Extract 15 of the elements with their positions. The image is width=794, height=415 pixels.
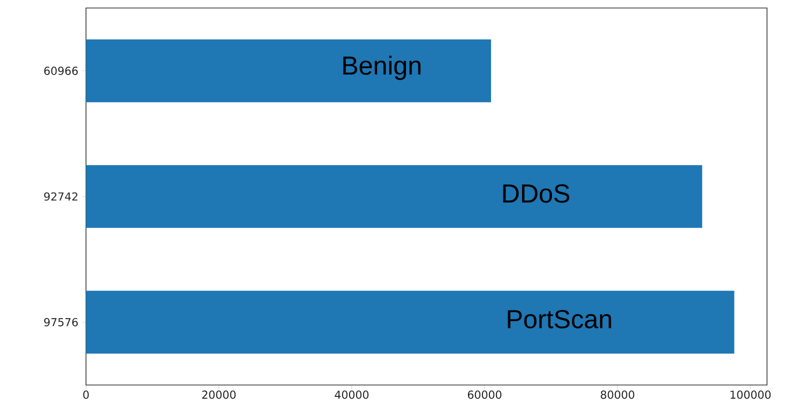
bar: [86, 290, 734, 354]
x-tick-label: 80000: [600, 390, 634, 399]
annotation: Benign: [343, 56, 420, 80]
x-tick-label: 60000: [468, 390, 502, 399]
bar: [86, 39, 492, 102]
annotation: PortScan: [508, 310, 612, 328]
x-tick-label: 0: [83, 390, 89, 399]
bar: [86, 165, 702, 228]
y-tick-label: 97576: [44, 318, 78, 326]
y-tick-label: 60966: [44, 66, 78, 75]
x-tick-label: 100000: [730, 390, 771, 399]
annotation: DDoS: [503, 184, 570, 203]
x-tick-label: 20000: [202, 390, 236, 399]
x-tick-label: 40000: [334, 390, 369, 399]
y-tick-label: 92742: [44, 192, 78, 201]
